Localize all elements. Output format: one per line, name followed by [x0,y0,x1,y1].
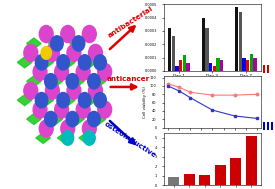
Polygon shape [27,38,41,49]
Circle shape [35,93,48,108]
Circle shape [55,63,68,80]
Circle shape [35,55,48,70]
Circle shape [57,55,69,70]
Circle shape [39,120,53,137]
Bar [202,18,205,71]
X-axis label: SeO₃²⁻ content in Se-HAp (wt %): SeO₃²⁻ content in Se-HAp (wt %) [185,141,240,145]
Polygon shape [91,114,106,125]
Circle shape [82,26,96,43]
Circle shape [76,101,90,118]
Bar [175,66,179,71]
Y-axis label: Cell viability (%): Cell viability (%) [143,86,147,118]
Polygon shape [36,132,50,143]
Bar [179,60,183,71]
Bar [246,60,249,71]
Circle shape [24,44,38,61]
Bar [183,55,186,71]
Circle shape [89,44,102,61]
Circle shape [61,120,75,137]
Circle shape [33,63,47,80]
Polygon shape [48,38,63,49]
Circle shape [33,101,47,118]
Bar [246,136,257,185]
Circle shape [57,93,69,108]
Circle shape [82,120,96,137]
Text: II: II [262,65,270,74]
Text: anticancer: anticancer [107,76,150,82]
Bar [254,58,257,71]
Text: antibacterial: antibacterial [107,5,154,39]
Bar [184,174,195,185]
Bar [230,158,241,185]
Circle shape [78,55,91,70]
Circle shape [76,63,90,80]
Bar [209,63,212,71]
Circle shape [41,46,51,59]
Polygon shape [27,114,41,125]
Polygon shape [70,114,84,125]
Bar [220,60,223,71]
Polygon shape [39,57,53,68]
Circle shape [89,82,102,99]
Polygon shape [70,76,84,87]
Circle shape [78,93,91,108]
Circle shape [45,112,57,127]
Polygon shape [82,57,97,68]
Circle shape [98,101,112,118]
Bar [205,28,209,71]
Bar [186,63,190,71]
Bar [168,28,171,71]
Circle shape [72,36,85,51]
Polygon shape [82,95,97,106]
Circle shape [45,44,59,61]
Text: I: I [262,0,266,2]
Bar [235,7,238,71]
Polygon shape [48,76,63,87]
Polygon shape [39,95,53,106]
Polygon shape [27,76,41,87]
Circle shape [94,93,106,108]
Circle shape [61,26,75,43]
Circle shape [88,74,100,89]
Circle shape [67,82,81,99]
Polygon shape [57,132,72,143]
Circle shape [94,55,106,70]
Bar [242,58,246,71]
Circle shape [24,82,38,99]
Circle shape [98,63,112,80]
Bar [213,66,216,71]
Bar [168,177,179,185]
Polygon shape [60,95,75,106]
Bar [216,58,220,71]
Polygon shape [17,95,32,106]
Bar [172,36,175,71]
Bar [250,53,253,71]
Bar [199,175,210,185]
Circle shape [39,26,53,43]
Circle shape [55,101,68,118]
Polygon shape [17,57,32,68]
Circle shape [83,131,95,145]
Bar [239,12,242,71]
Circle shape [51,36,63,51]
Circle shape [45,74,57,89]
Polygon shape [60,57,75,68]
Polygon shape [91,76,106,87]
Circle shape [66,74,79,89]
Circle shape [67,44,81,61]
Polygon shape [70,38,84,49]
Text: osteoinductive: osteoinductive [103,121,157,159]
Polygon shape [79,132,94,143]
Bar [214,165,226,185]
Circle shape [88,112,100,127]
Circle shape [45,82,59,99]
Polygon shape [48,114,63,125]
Text: III: III [262,122,274,132]
Circle shape [66,112,79,127]
Circle shape [62,131,74,145]
